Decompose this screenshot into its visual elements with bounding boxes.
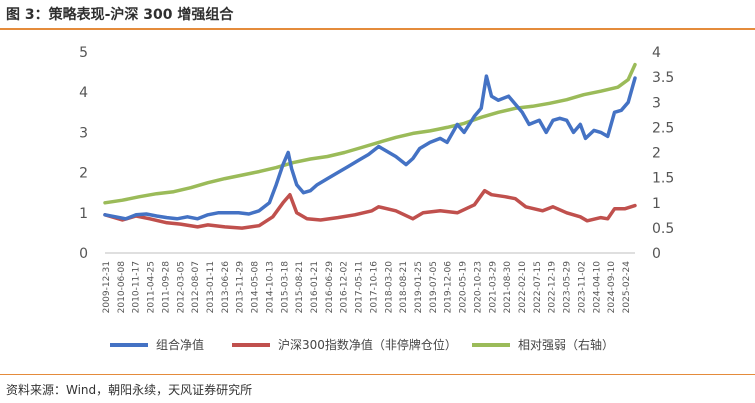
- x-tick-label: 2020-10-23: [473, 261, 483, 313]
- y-right-tick-label: 1: [652, 196, 661, 212]
- x-tick-label: 2011-04-25: [147, 261, 157, 313]
- x-tick-label: 2021-08-30: [503, 261, 513, 314]
- bottom-rule: [0, 374, 755, 375]
- x-tick-label: 2011-09-28: [161, 261, 171, 314]
- x-tick-label: 2009-12-31: [102, 261, 112, 313]
- x-tick-label: 2021-03-29: [488, 261, 498, 314]
- x-tick-label: 2012-08-07: [191, 261, 201, 313]
- x-tick-label: 2014-10-13: [265, 261, 275, 313]
- series-relative-line: [103, 62, 637, 205]
- y-left-tick-label: 5: [79, 45, 88, 61]
- x-tick-label: 2023-05-29: [563, 261, 573, 314]
- x-tick-label: 2015-08-21: [295, 261, 305, 313]
- x-tick-label: 2012-03-05: [176, 261, 186, 313]
- y-right-tick-label: 2: [652, 146, 661, 162]
- legend-label: 沪深300指数净值（非停牌仓位）: [278, 337, 457, 352]
- top-rule: [0, 28, 755, 30]
- x-tick-label: 2017-05-11: [355, 261, 365, 313]
- x-tick-label: 2015-03-18: [280, 261, 290, 314]
- source-note: 资料来源：Wind，朝阳永续，天风证券研究所: [6, 383, 253, 397]
- chart-axes: 0 1 2 3 4 5 0 0.5 1 1.5 2 2.5 3 3.5 4 2009-12-31 2010-06…: [79, 45, 674, 313]
- x-tick-label: 2010-11-17: [132, 261, 142, 313]
- legend-label: 组合净值: [156, 337, 204, 352]
- y-left-tick-label: 4: [79, 85, 88, 101]
- chart-legend: 组合净值 沪深300指数净值（非停牌仓位） 相对强弱（右轴）: [110, 337, 614, 352]
- y-right-tick-label: 3: [652, 95, 661, 111]
- x-tick-label: 2010-06-08: [117, 261, 127, 314]
- x-tick-label: 2019-07-05: [429, 261, 439, 313]
- figure-title: 图 3：策略表现-沪深 300 增强组合: [6, 7, 234, 23]
- x-tick-label: 2018-03-20: [384, 261, 394, 314]
- y-left-tick-label: 0: [79, 246, 88, 262]
- x-tick-label: 2013-06-26: [221, 261, 231, 314]
- y-left-tick-label: 1: [79, 206, 88, 222]
- x-tick-label: 2013-01-11: [206, 261, 216, 313]
- y-right-tick-label: 3.5: [652, 70, 674, 86]
- x-tick-label: 2022-07-15: [533, 261, 543, 313]
- x-tick-label: 2016-06-29: [325, 261, 335, 314]
- x-tick-label: 2024-04-10: [592, 261, 602, 314]
- x-tick-label: 2017-10-16: [369, 261, 379, 314]
- series-index-line: [103, 188, 637, 230]
- y-right-tick-label: 2.5: [652, 120, 674, 136]
- y-right-tick-label: 0: [652, 246, 661, 262]
- x-tick-label: 2022-12-19: [548, 261, 558, 314]
- x-tick-label: 2016-12-02: [340, 261, 350, 313]
- x-tick-label: 2023-11-02: [577, 261, 587, 313]
- chart-lines: [103, 62, 637, 230]
- y-right-tick-label: 1.5: [652, 171, 674, 187]
- x-tick-label: 2024-09-10: [607, 261, 617, 314]
- legend-label: 相对强弱（右轴）: [518, 337, 614, 352]
- x-tick-label: 2022-02-10: [518, 261, 528, 314]
- y-right-tick-label: 4: [652, 45, 661, 61]
- x-tick-label: 2019-12-06: [444, 261, 454, 314]
- y-left-tick-label: 3: [79, 125, 88, 141]
- x-tick-label: 2025-02-24: [622, 261, 632, 314]
- series-portfolio-line: [103, 74, 637, 221]
- x-tick-label: 2013-11-29: [236, 261, 246, 314]
- x-tick-label: 2016-01-21: [310, 261, 320, 313]
- x-tick-label: 2020-05-19: [459, 261, 469, 314]
- x-tick-label: 2019-01-25: [414, 261, 424, 313]
- x-tick-label: 2014-05-08: [251, 261, 261, 314]
- y-right-tick-label: 0.5: [652, 221, 674, 237]
- y-left-tick-label: 2: [79, 166, 88, 182]
- x-tick-label: 2018-08-21: [399, 261, 409, 313]
